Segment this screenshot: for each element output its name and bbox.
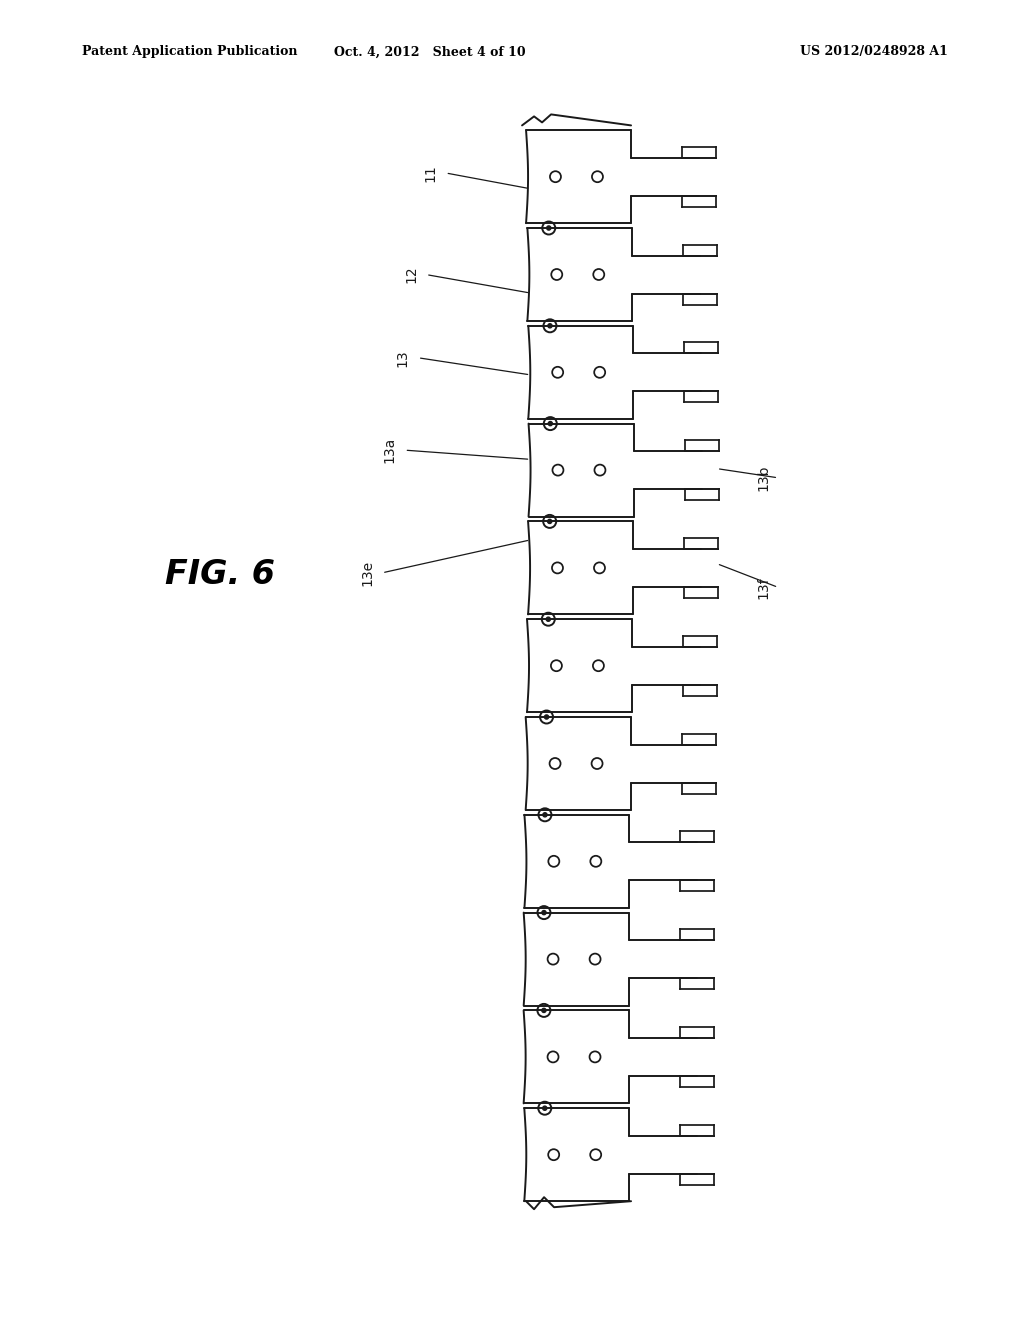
Circle shape	[548, 421, 552, 425]
Circle shape	[547, 226, 551, 230]
Text: FIG. 6: FIG. 6	[165, 557, 275, 591]
Text: Patent Application Publication: Patent Application Publication	[82, 45, 298, 58]
Text: 13: 13	[396, 348, 410, 367]
Circle shape	[546, 618, 550, 622]
Text: 13e: 13e	[360, 560, 374, 586]
Circle shape	[543, 813, 547, 817]
Text: 13f: 13f	[757, 576, 770, 599]
Circle shape	[548, 323, 552, 327]
Circle shape	[548, 519, 552, 524]
Text: 12: 12	[404, 265, 418, 284]
Text: Oct. 4, 2012   Sheet 4 of 10: Oct. 4, 2012 Sheet 4 of 10	[334, 45, 525, 58]
Text: US 2012/0248928 A1: US 2012/0248928 A1	[800, 45, 948, 58]
Text: 13a: 13a	[383, 437, 396, 463]
Text: 13b: 13b	[757, 465, 770, 491]
Text: 11: 11	[424, 164, 437, 182]
Circle shape	[545, 715, 549, 719]
Circle shape	[542, 1008, 546, 1012]
Circle shape	[542, 911, 546, 915]
Circle shape	[543, 1106, 547, 1110]
